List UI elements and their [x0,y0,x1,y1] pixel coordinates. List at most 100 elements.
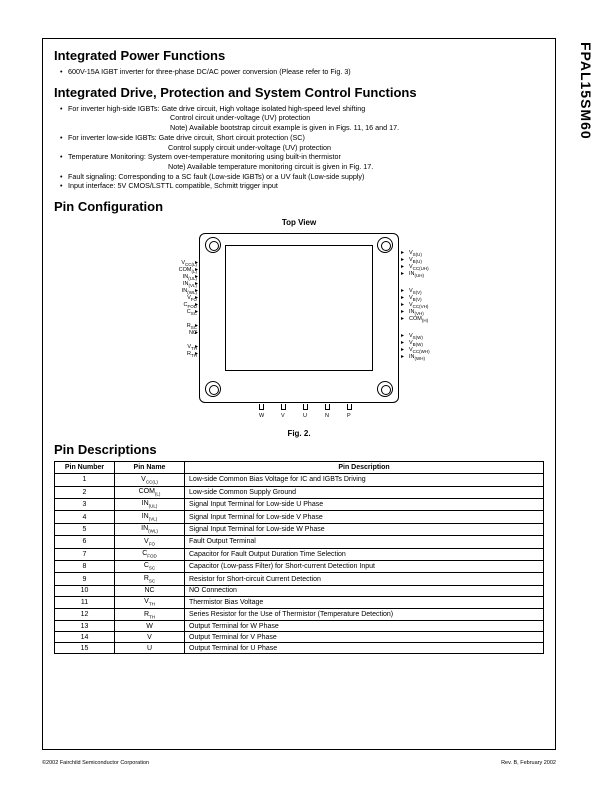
bottom-pin [347,404,352,410]
main-content: Integrated Power Functions •600V-15A IGB… [54,48,544,654]
table-row: 12RTHSeries Resistor for the Use of Ther… [55,609,544,621]
table-cell: Low-side Common Bias Voltage for IC and … [185,474,544,486]
arrow-icon: ▸ [195,287,198,294]
table-cell: 12 [55,609,115,621]
table-cell: 15 [55,643,115,654]
bottom-pin [303,404,308,410]
table-cell: VCC(L) [115,474,185,486]
section2-title: Integrated Drive, Protection and System … [54,85,544,100]
table-cell: Fault Output Terminal [185,536,544,548]
table-cell: IN(WL) [115,523,185,535]
table-cell: 5 [55,523,115,535]
table-row: 14VOutput Terminal for V Phase [55,632,544,643]
table-cell: 2 [55,486,115,498]
table-cell: 7 [55,548,115,560]
table-cell: VTH [115,596,185,608]
figure-caption: Fig. 2. [54,429,544,438]
bottom-pin [259,404,264,410]
chip-inner [225,245,373,371]
table-cell: CFOD [115,548,185,560]
table-cell: VFO [115,536,185,548]
section1-bullets: •600V-15A IGBT inverter for three-phase … [60,67,544,77]
table-cell: 8 [55,560,115,572]
part-number-vertical: FPAL15SM60 [578,42,594,140]
table-row: 15UOutput Terminal for U Phase [55,643,544,654]
table-cell: CSC [115,560,185,572]
s2-b4: Fault signaling: Corresponding to a SC f… [68,172,364,182]
right-pin-label: COM(H) [409,316,428,323]
s2-b3a: Note) Available temperature monitoring c… [168,162,544,172]
table-row: 10NCNO Connection [55,585,544,596]
col-header: Pin Name [115,462,185,474]
arrow-icon: ▸ [401,332,404,339]
bottom-pin-label: N [325,413,329,419]
arrow-icon: ▸ [401,270,404,277]
pin-diagram: VCC(L)▸COM(L)▸IN(UL)▸IN(VL)▸IN(WL)▸VFO▸C… [129,229,469,427]
bottom-pin-label: P [347,413,351,419]
arrow-icon: ▸ [195,273,198,280]
s2-b2: For inverter low-side IGBTs: Gate drive … [68,133,305,143]
arrow-icon: ▸ [195,322,198,329]
right-pin-label: IN(WH) [409,354,425,361]
table-cell: Resistor for Short-circuit Current Detec… [185,573,544,585]
table-cell: Signal Input Terminal for Low-side U Pha… [185,498,544,510]
arrow-icon: ▸ [401,339,404,346]
table-row: 8CSCCapacitor (Low-pass Filter) for Shor… [55,560,544,572]
table-row: 1VCC(L)Low-side Common Bias Voltage for … [55,474,544,486]
s2-b1: For inverter high-side IGBTs: Gate drive… [68,104,365,114]
arrow-icon: ▸ [401,287,404,294]
pindesc-title: Pin Descriptions [54,442,544,457]
table-row: 6VFOFault Output Terminal [55,536,544,548]
table-row: 7CFODCapacitor for Fault Output Duration… [55,548,544,560]
arrow-icon: ▸ [401,315,404,322]
arrow-icon: ▸ [401,249,404,256]
table-row: 5IN(WL)Signal Input Terminal for Low-sid… [55,523,544,535]
s2-b1a: Control circuit under-voltage (UV) prote… [170,113,544,123]
table-cell: Output Terminal for W Phase [185,621,544,632]
table-cell: IN(UL) [115,498,185,510]
arrow-icon: ▸ [401,353,404,360]
table-cell: 13 [55,621,115,632]
table-cell: NO Connection [185,585,544,596]
table-cell: 11 [55,596,115,608]
col-header: Pin Number [55,462,115,474]
arrow-icon: ▸ [195,280,198,287]
s2-b2a: Control supply circuit under-voltage (UV… [168,143,544,153]
table-row: 13WOutput Terminal for W Phase [55,621,544,632]
table-cell: NC [115,585,185,596]
table-cell: 6 [55,536,115,548]
diagram-wrap: VCC(L)▸COM(L)▸IN(UL)▸IN(VL)▸IN(WL)▸VFO▸C… [54,229,544,427]
arrow-icon: ▸ [401,256,404,263]
table-row: 11VTHThermistor Bias Voltage [55,596,544,608]
table-cell: Series Resistor for the Use of Thermisto… [185,609,544,621]
arrow-icon: ▸ [195,329,198,336]
table-cell: W [115,621,185,632]
pincfg-title: Pin Configuration [54,199,544,214]
arrow-icon: ▸ [195,259,198,266]
arrow-icon: ▸ [195,266,198,273]
topview-label: Top View [54,218,544,227]
bottom-pin-label: U [303,413,307,419]
pin-table: Pin NumberPin NamePin Description 1VCC(L… [54,461,544,654]
table-row: 2COM(L)Low-side Common Supply Ground [55,486,544,498]
arrow-icon: ▸ [401,263,404,270]
table-cell: 1 [55,474,115,486]
arrow-icon: ▸ [401,294,404,301]
table-cell: Capacitor for Fault Output Duration Time… [185,548,544,560]
table-cell: 4 [55,511,115,523]
bottom-pin-label: W [259,413,264,419]
arrow-icon: ▸ [401,301,404,308]
table-cell: IN(VL) [115,511,185,523]
arrow-icon: ▸ [195,301,198,308]
arrow-icon: ▸ [195,294,198,301]
table-cell: Output Terminal for V Phase [185,632,544,643]
table-cell: COM(L) [115,486,185,498]
table-cell: Signal Input Terminal for Low-side V Pha… [185,511,544,523]
footer-left: ©2002 Fairchild Semiconductor Corporatio… [42,760,149,766]
table-cell: RTH [115,609,185,621]
s1-b1: 600V-15A IGBT inverter for three-phase D… [68,67,351,77]
section2-bullets: •For inverter high-side IGBTs: Gate driv… [60,104,544,191]
table-cell: RSC [115,573,185,585]
table-cell: U [115,643,185,654]
section1-title: Integrated Power Functions [54,48,544,63]
